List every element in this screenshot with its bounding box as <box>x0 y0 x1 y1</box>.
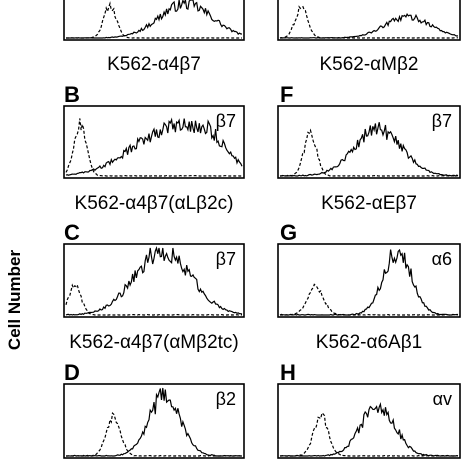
panel-aMb2: K562-αMβ2 <box>277 0 461 75</box>
marker-label: αv <box>433 389 452 409</box>
marker-label: β2 <box>216 389 236 409</box>
stained-histogram-solid <box>280 401 459 457</box>
control-histogram-dashed <box>66 412 242 457</box>
marker-label: β7 <box>216 249 236 269</box>
panel-frame <box>63 0 245 41</box>
cell-line-label: K562-α4β7(αMβ2tc) <box>69 332 239 353</box>
panel-F: F β7 K562-αEβ7 <box>277 82 461 214</box>
panel-frame <box>63 243 245 318</box>
stained-histogram-solid <box>279 122 459 177</box>
panel-C: C β7 K562-α4β7(αMβ2tc) <box>63 220 245 353</box>
control-histogram-dashed <box>280 283 459 316</box>
stained-histogram-solid <box>65 117 243 176</box>
panel-letter: B <box>64 82 80 107</box>
panel-G: G α6 K562-α6Aβ1 <box>277 220 461 353</box>
panel-frame <box>277 0 461 41</box>
panel-frame <box>277 243 461 318</box>
cell-line-label: K562-α4β7(αLβ2c) <box>75 193 234 214</box>
panel-B: B β7 K562-α4β7(αLβ2c) <box>63 82 245 214</box>
panel-D: D β2 <box>63 360 245 459</box>
control-histogram-dashed <box>66 1 242 39</box>
cell-line-label: K562-α6Aβ1 <box>316 332 422 353</box>
stained-histogram-solid <box>279 248 458 316</box>
cell-line-label: K562-αMβ2 <box>319 54 418 75</box>
stained-histogram-solid <box>65 245 243 316</box>
panel-letter: H <box>280 360 296 385</box>
panel-letter: D <box>64 360 80 385</box>
cell-line-label: K562-α4β7 <box>107 54 201 75</box>
control-histogram-dashed <box>279 411 459 457</box>
marker-label: β7 <box>216 111 236 131</box>
control-histogram-dashed <box>65 283 243 316</box>
panel-H: H αv <box>277 360 461 459</box>
stained-histogram-solid <box>66 0 243 39</box>
control-histogram-dashed <box>280 128 459 177</box>
panel-frame <box>63 383 245 459</box>
y-axis-label: Cell Number <box>5 250 24 351</box>
panel-letter: C <box>64 220 80 245</box>
stained-histogram-solid <box>66 387 242 457</box>
panel-frame <box>63 105 245 179</box>
panel-letter: G <box>280 220 297 245</box>
control-histogram-dashed <box>279 5 458 39</box>
stained-histogram-solid <box>280 13 459 39</box>
marker-label: β7 <box>432 111 452 131</box>
panel-frame <box>277 383 461 459</box>
panel-letter: F <box>280 82 293 107</box>
marker-label: α6 <box>432 249 452 269</box>
cell-line-label: K562-αEβ7 <box>321 193 417 214</box>
panel-a4b7: K562-α4β7 <box>63 0 245 75</box>
panel-frame <box>277 105 461 179</box>
